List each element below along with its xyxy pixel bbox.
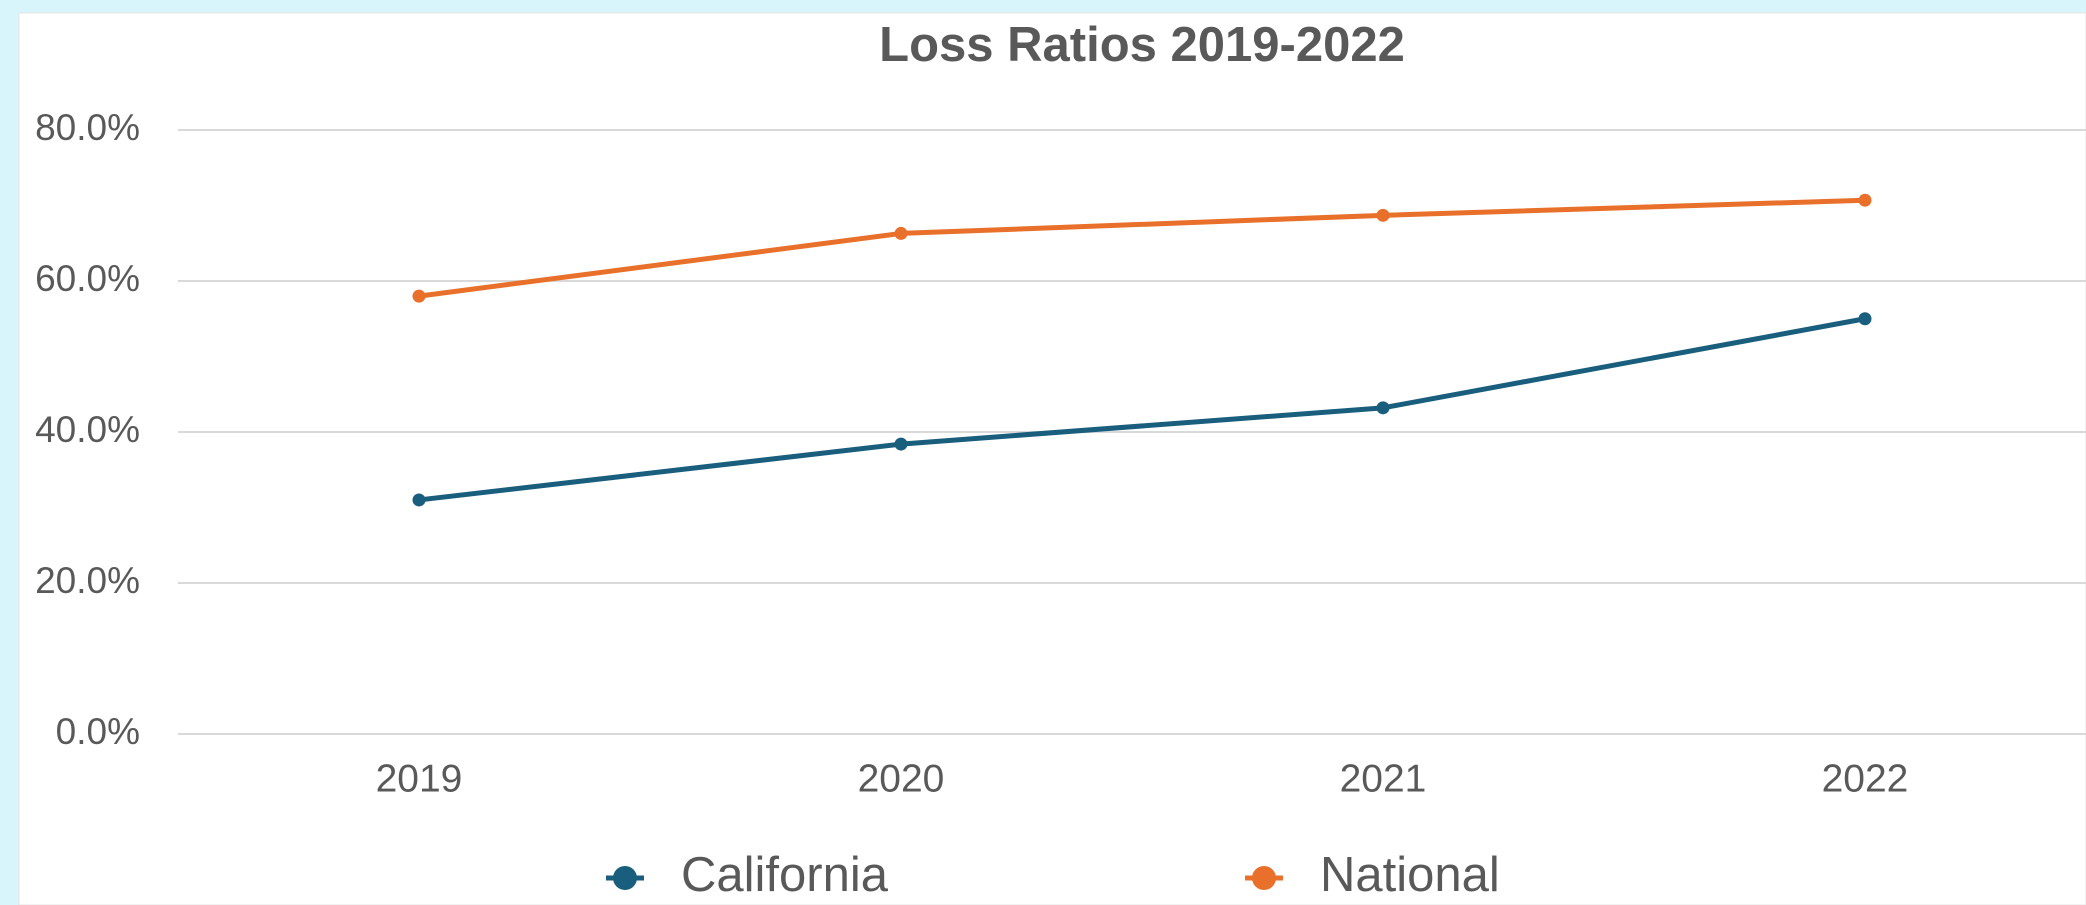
y-tick-label: 60.0% (35, 258, 140, 299)
data-point (1858, 312, 1872, 326)
series-line (418, 316, 1866, 503)
legend-marker (1252, 866, 1276, 890)
data-point (1376, 401, 1390, 415)
y-tick-label: 80.0% (35, 107, 140, 148)
data-point (1376, 208, 1390, 222)
legend-label: California (681, 848, 889, 902)
data-point (412, 493, 426, 507)
data-point (894, 226, 908, 240)
series-line (418, 197, 1866, 299)
x-tick-label: 2020 (858, 757, 945, 800)
data-point (894, 437, 908, 451)
y-tick-label: 0.0% (56, 711, 140, 752)
data-point (412, 289, 426, 303)
y-tick-label: 20.0% (35, 560, 140, 601)
x-tick-label: 2021 (1340, 757, 1427, 800)
x-tick-label: 2022 (1822, 757, 1909, 800)
x-tick-label: 2019 (376, 757, 463, 800)
data-point (1858, 193, 1872, 207)
y-tick-label: 40.0% (35, 409, 140, 450)
legend-marker (613, 866, 637, 890)
chart-panel (18, 12, 2086, 905)
chart-title: Loss Ratios 2019-2022 (879, 18, 1405, 72)
legend-label: National (1320, 848, 1500, 902)
